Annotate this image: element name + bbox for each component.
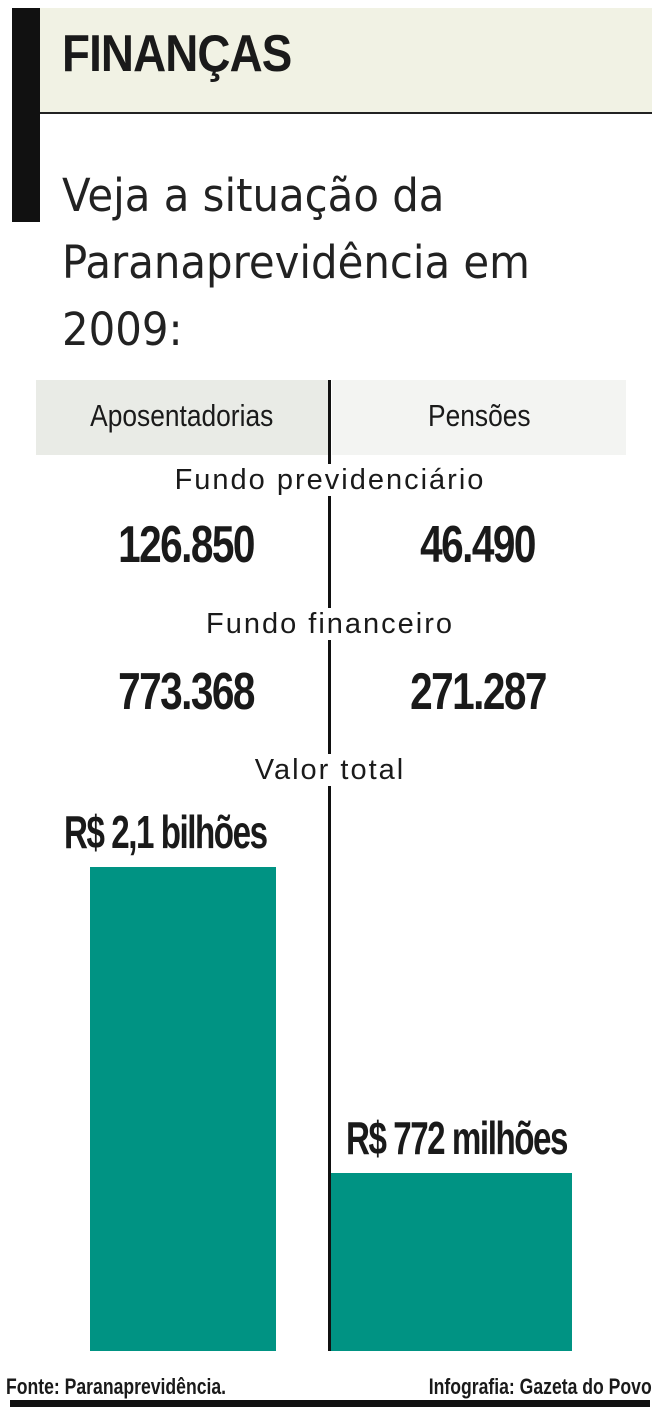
- section-label-fundo-financeiro: Fundo financeiro: [0, 608, 660, 641]
- bar-aposentadorias: [90, 867, 276, 1351]
- value-previdenciario-aposentadorias: 126.850: [118, 516, 255, 574]
- source-note: Fonte: Paranaprevidência.: [6, 1374, 227, 1399]
- column-label: Pensões: [427, 398, 531, 433]
- bar-label-aposentadorias: R$ 2,1 bilhões: [64, 806, 268, 858]
- bottom-rule: [10, 1400, 650, 1407]
- header-band: [40, 8, 652, 114]
- section-label-fundo-previdenciario: Fundo previdenciário: [0, 464, 660, 497]
- bar-label-pensoes: R$ 772 milhões: [346, 1112, 568, 1165]
- column-header-pensoes: Pensões: [332, 380, 626, 455]
- value-previdenciario-pensoes: 46.490: [420, 516, 537, 574]
- bar-pensoes: [331, 1173, 572, 1351]
- value-financeiro-pensoes: 271.287: [410, 663, 547, 721]
- chart-title: Valor total: [0, 754, 660, 787]
- column-header-aposentadorias: Aposentadorias: [36, 380, 328, 455]
- column-label: Aposentadorias: [90, 398, 274, 433]
- page-title: FINANÇAS: [62, 25, 292, 83]
- column-divider: [328, 380, 331, 1351]
- value-financeiro-aposentadorias: 773.368: [118, 663, 255, 721]
- accent-bar: [12, 8, 40, 222]
- subtitle: Veja a situação da Paranaprevidência em …: [62, 169, 530, 356]
- credit-note: Infografia: Gazeta do Povo: [429, 1374, 652, 1399]
